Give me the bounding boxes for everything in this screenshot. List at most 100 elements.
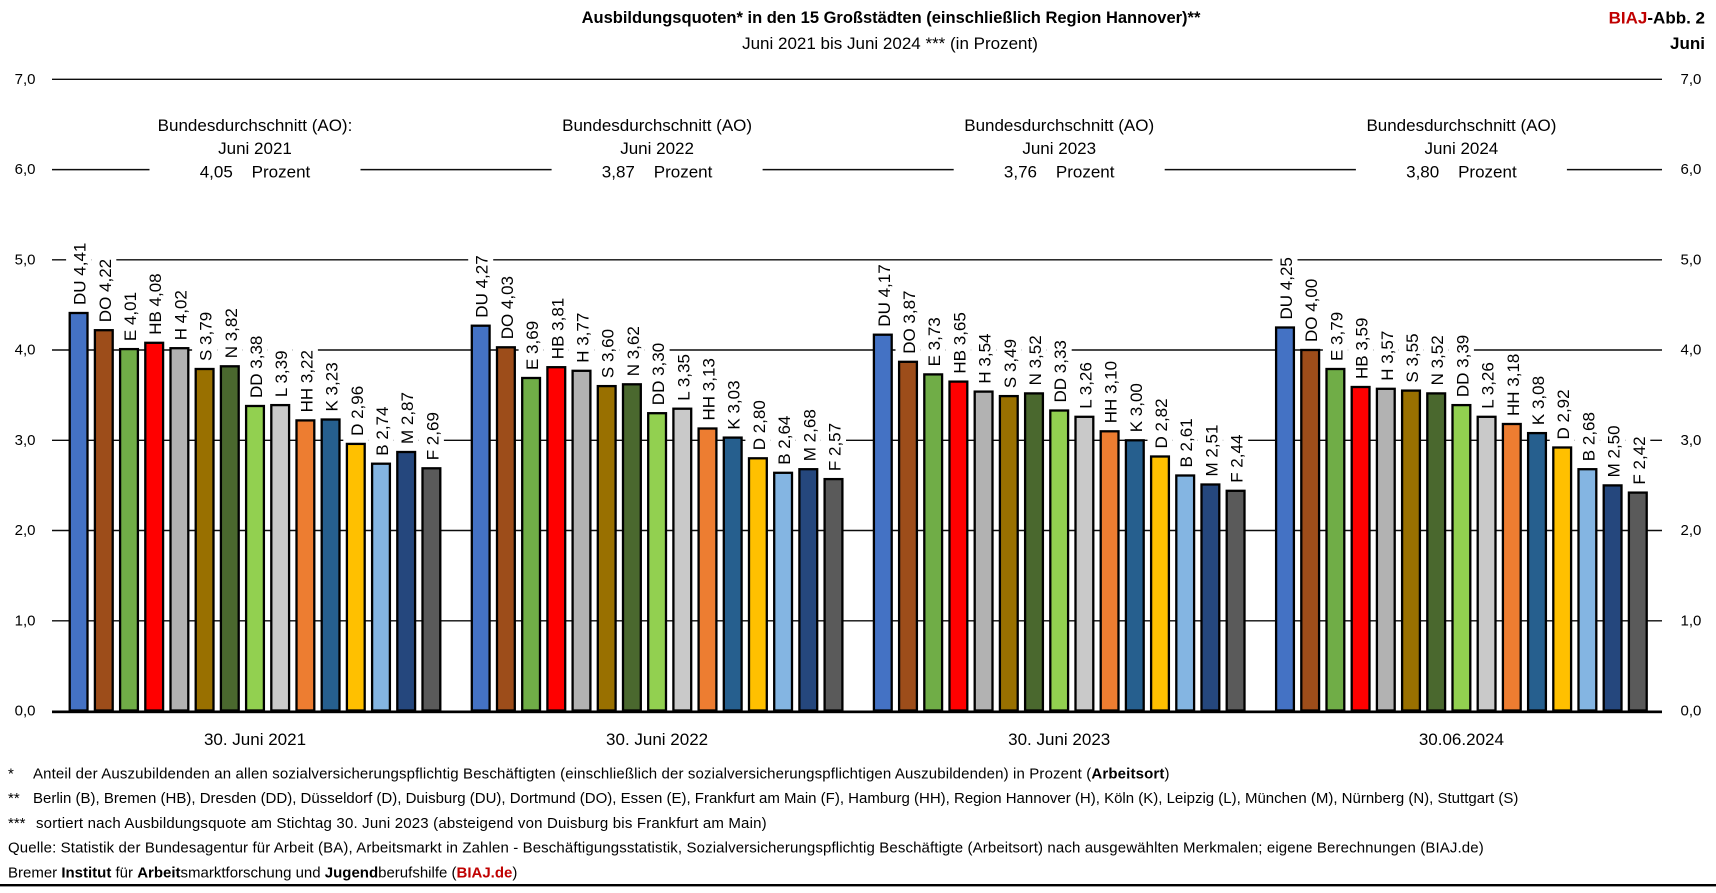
svg-text:M 2,87: M 2,87 bbox=[398, 392, 417, 444]
svg-text:Bundesdurchschnitt (AO): Bundesdurchschnitt (AO) bbox=[1366, 116, 1556, 135]
svg-text:DU 4,27: DU 4,27 bbox=[473, 255, 492, 317]
svg-text:3,76 Prozent: 3,76 Prozent bbox=[1004, 163, 1115, 182]
svg-text:L 3,26: L 3,26 bbox=[1479, 362, 1498, 409]
svg-text:1,0: 1,0 bbox=[1681, 612, 1702, 629]
svg-text:5,0: 5,0 bbox=[15, 251, 36, 268]
svg-text:Bremer Institut für Arbeitsmar: Bremer Institut für Arbeitsmarktforschun… bbox=[8, 864, 517, 881]
svg-text:0,0: 0,0 bbox=[15, 703, 36, 720]
svg-text:S 3,60: S 3,60 bbox=[599, 329, 618, 378]
svg-text:L 3,39: L 3,39 bbox=[272, 350, 291, 397]
svg-text:DU 4,41: DU 4,41 bbox=[71, 243, 90, 305]
svg-text:***: *** bbox=[8, 815, 26, 832]
svg-text:HH 3,10: HH 3,10 bbox=[1102, 361, 1121, 423]
svg-text:S 3,79: S 3,79 bbox=[197, 312, 216, 361]
svg-text:30.06.2024: 30.06.2024 bbox=[1419, 730, 1504, 749]
svg-text:1,0: 1,0 bbox=[15, 612, 36, 629]
svg-text:30. Juni 2022: 30. Juni 2022 bbox=[606, 730, 708, 749]
svg-text:Anteil der Auszubildenden an a: Anteil der Auszubildenden an allen sozia… bbox=[33, 766, 1170, 783]
svg-text:K 3,00: K 3,00 bbox=[1127, 383, 1146, 432]
svg-text:N 3,62: N 3,62 bbox=[624, 326, 643, 376]
svg-text:6,0: 6,0 bbox=[1681, 161, 1702, 178]
svg-text:H 3,57: H 3,57 bbox=[1378, 331, 1397, 381]
svg-text:DO 4,00: DO 4,00 bbox=[1302, 279, 1321, 342]
svg-text:DO 4,22: DO 4,22 bbox=[96, 259, 115, 322]
svg-text:3,0: 3,0 bbox=[1681, 432, 1702, 449]
svg-text:F 2,44: F 2,44 bbox=[1228, 435, 1247, 483]
svg-text:0,0: 0,0 bbox=[1681, 703, 1702, 720]
svg-text:K 3,03: K 3,03 bbox=[725, 380, 744, 429]
svg-text:HH 3,18: HH 3,18 bbox=[1504, 354, 1523, 416]
svg-text:3,87 Prozent: 3,87 Prozent bbox=[602, 163, 713, 182]
svg-text:Ausbildungsquoten* in den 15 G: Ausbildungsquoten* in den 15 Großstädten… bbox=[582, 9, 1201, 27]
svg-text:HB 3,65: HB 3,65 bbox=[950, 312, 969, 373]
svg-text:4,0: 4,0 bbox=[15, 342, 36, 359]
svg-text:K 3,23: K 3,23 bbox=[323, 362, 342, 411]
svg-text:N 3,52: N 3,52 bbox=[1026, 335, 1045, 385]
svg-text:Juni 2023: Juni 2023 bbox=[1022, 139, 1096, 158]
svg-text:B 2,61: B 2,61 bbox=[1177, 418, 1196, 467]
svg-text:Juni: Juni bbox=[1670, 34, 1705, 53]
svg-text:L 3,35: L 3,35 bbox=[674, 354, 693, 401]
svg-text:N 3,52: N 3,52 bbox=[1428, 335, 1447, 385]
svg-text:3,80 Prozent: 3,80 Prozent bbox=[1406, 163, 1517, 182]
svg-text:3,0: 3,0 bbox=[15, 432, 36, 449]
svg-text:S 3,55: S 3,55 bbox=[1403, 333, 1422, 382]
svg-text:DU 4,17: DU 4,17 bbox=[875, 264, 894, 326]
svg-text:Berlin (B), Bremen (HB), Dresd: Berlin (B), Bremen (HB), Dresden (DD), D… bbox=[33, 790, 1518, 807]
svg-text:sortiert nach Ausbildungsquote: sortiert nach Ausbildungsquote am Sticht… bbox=[36, 815, 767, 832]
svg-text:Juni 2022: Juni 2022 bbox=[620, 139, 694, 158]
svg-text:H 3,54: H 3,54 bbox=[976, 334, 995, 384]
svg-text:6,0: 6,0 bbox=[15, 161, 36, 178]
svg-text:HB 4,08: HB 4,08 bbox=[146, 273, 165, 334]
svg-text:H 3,77: H 3,77 bbox=[574, 313, 593, 363]
svg-text:F 2,42: F 2,42 bbox=[1630, 436, 1649, 484]
svg-text:4,05 Prozent: 4,05 Prozent bbox=[200, 163, 311, 182]
svg-text:S 3,49: S 3,49 bbox=[1001, 339, 1020, 388]
svg-text:DO 4,03: DO 4,03 bbox=[498, 276, 517, 339]
svg-text:M 2,51: M 2,51 bbox=[1202, 425, 1221, 477]
svg-text:Juni 2021 bis Juni 2024 *** (i: Juni 2021 bis Juni 2024 *** (in Prozent) bbox=[742, 34, 1038, 53]
svg-text:D 2,80: D 2,80 bbox=[750, 400, 769, 450]
svg-text:**: ** bbox=[8, 790, 20, 807]
svg-text:7,0: 7,0 bbox=[15, 71, 36, 88]
svg-text:DD 3,39: DD 3,39 bbox=[1453, 335, 1472, 397]
svg-text:E 4,01: E 4,01 bbox=[121, 292, 140, 341]
svg-text:7,0: 7,0 bbox=[1681, 71, 1702, 88]
svg-text:DD 3,30: DD 3,30 bbox=[649, 343, 668, 405]
svg-text:B 2,68: B 2,68 bbox=[1579, 412, 1598, 461]
svg-text:K 3,08: K 3,08 bbox=[1529, 376, 1548, 425]
svg-text:Juni 2021: Juni 2021 bbox=[218, 139, 292, 158]
svg-text:D 2,82: D 2,82 bbox=[1152, 398, 1171, 448]
svg-text:30. Juni 2021: 30. Juni 2021 bbox=[204, 730, 306, 749]
svg-text:DO 3,87: DO 3,87 bbox=[900, 290, 919, 353]
svg-text:5,0: 5,0 bbox=[1681, 251, 1702, 268]
svg-text:2,0: 2,0 bbox=[1681, 522, 1702, 539]
svg-text:D 2,96: D 2,96 bbox=[348, 386, 367, 436]
svg-text:*: * bbox=[8, 766, 14, 783]
svg-text:Quelle: Statistik der Bundesag: Quelle: Statistik der Bundesagentur für … bbox=[8, 840, 1484, 857]
svg-text:B 2,64: B 2,64 bbox=[775, 416, 794, 465]
svg-text:E 3,69: E 3,69 bbox=[523, 321, 542, 370]
svg-text:DD 3,38: DD 3,38 bbox=[247, 336, 266, 398]
svg-text:E 3,73: E 3,73 bbox=[925, 317, 944, 366]
svg-text:HB 3,81: HB 3,81 bbox=[548, 298, 567, 359]
svg-text:M 2,68: M 2,68 bbox=[800, 409, 819, 461]
svg-text:Bundesdurchschnitt (AO): Bundesdurchschnitt (AO) bbox=[964, 116, 1154, 135]
svg-text:N 3,82: N 3,82 bbox=[222, 308, 241, 358]
svg-text:Bundesdurchschnitt (AO):: Bundesdurchschnitt (AO): bbox=[158, 116, 353, 135]
svg-text:Juni 2024: Juni 2024 bbox=[1425, 139, 1499, 158]
svg-text:2,0: 2,0 bbox=[15, 522, 36, 539]
svg-text:4,0: 4,0 bbox=[1681, 342, 1702, 359]
svg-text:BIAJ-Abb. 2: BIAJ-Abb. 2 bbox=[1609, 9, 1705, 28]
svg-text:HH 3,22: HH 3,22 bbox=[297, 350, 316, 412]
svg-text:M 2,50: M 2,50 bbox=[1605, 425, 1624, 477]
svg-text:H 4,02: H 4,02 bbox=[171, 290, 190, 340]
svg-text:30. Juni 2023: 30. Juni 2023 bbox=[1008, 730, 1110, 749]
svg-text:Bundesdurchschnitt (AO): Bundesdurchschnitt (AO) bbox=[562, 116, 752, 135]
svg-text:F 2,69: F 2,69 bbox=[423, 412, 442, 460]
svg-text:DD 3,33: DD 3,33 bbox=[1051, 340, 1070, 402]
svg-text:F 2,57: F 2,57 bbox=[826, 423, 845, 471]
svg-text:D 2,92: D 2,92 bbox=[1554, 389, 1573, 439]
svg-text:HH 3,13: HH 3,13 bbox=[700, 358, 719, 420]
svg-text:L 3,26: L 3,26 bbox=[1076, 362, 1095, 409]
